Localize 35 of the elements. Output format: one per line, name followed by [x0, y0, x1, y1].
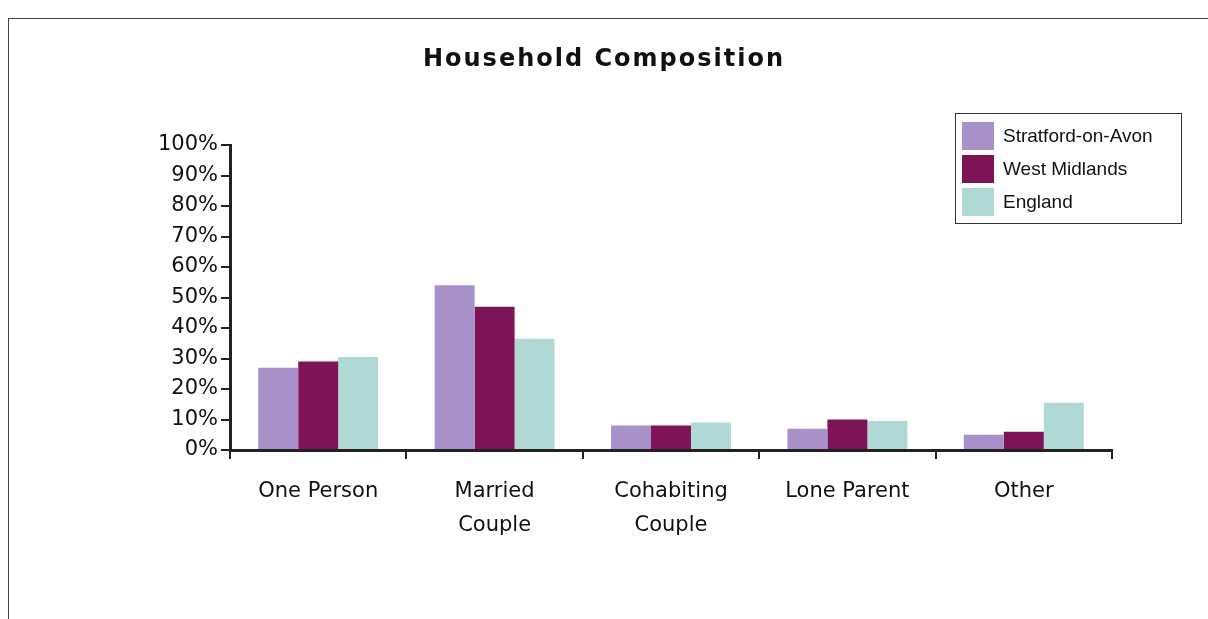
y-tick-label: 90%: [171, 161, 218, 186]
legend-label: West Midlands: [1003, 157, 1128, 180]
y-tick-label: 10%: [171, 405, 218, 430]
y-tick-label: 100%: [157, 131, 218, 156]
bar: [434, 285, 475, 449]
bar: [963, 434, 1004, 449]
y-tick-label: 70%: [171, 222, 218, 247]
legend-label: England: [1003, 190, 1073, 213]
bar: [690, 422, 731, 449]
bar: [867, 421, 908, 449]
x-tick-label: Other: [993, 478, 1054, 503]
y-tick-label: 80%: [171, 192, 218, 217]
bar: [298, 361, 339, 449]
y-tick-label: 50%: [171, 283, 218, 308]
x-tick-label: Cohabiting Couple: [614, 478, 728, 536]
y-tick-label: 0%: [184, 436, 218, 461]
y-tick-label: 40%: [171, 314, 218, 339]
bar: [514, 338, 555, 449]
bar: [1003, 431, 1044, 449]
x-tick-label: One Person: [258, 478, 379, 503]
bar: [651, 425, 691, 449]
x-tick-label: Married Couple: [454, 478, 535, 536]
bar: [611, 425, 652, 449]
bar: [338, 356, 379, 449]
bar: [787, 428, 828, 449]
legend-label: Stratford-on-Avon: [1003, 124, 1153, 147]
bar: [1043, 402, 1084, 449]
y-tick-label: 60%: [171, 253, 218, 278]
x-tick-label: Lone Parent: [785, 478, 910, 503]
bar: [258, 367, 299, 449]
y-tick-label: 20%: [171, 375, 218, 400]
chart-title: Household Composition: [421, 44, 787, 72]
bar: [474, 306, 515, 449]
y-tick-label: 30%: [171, 344, 218, 369]
bar: [827, 419, 868, 449]
